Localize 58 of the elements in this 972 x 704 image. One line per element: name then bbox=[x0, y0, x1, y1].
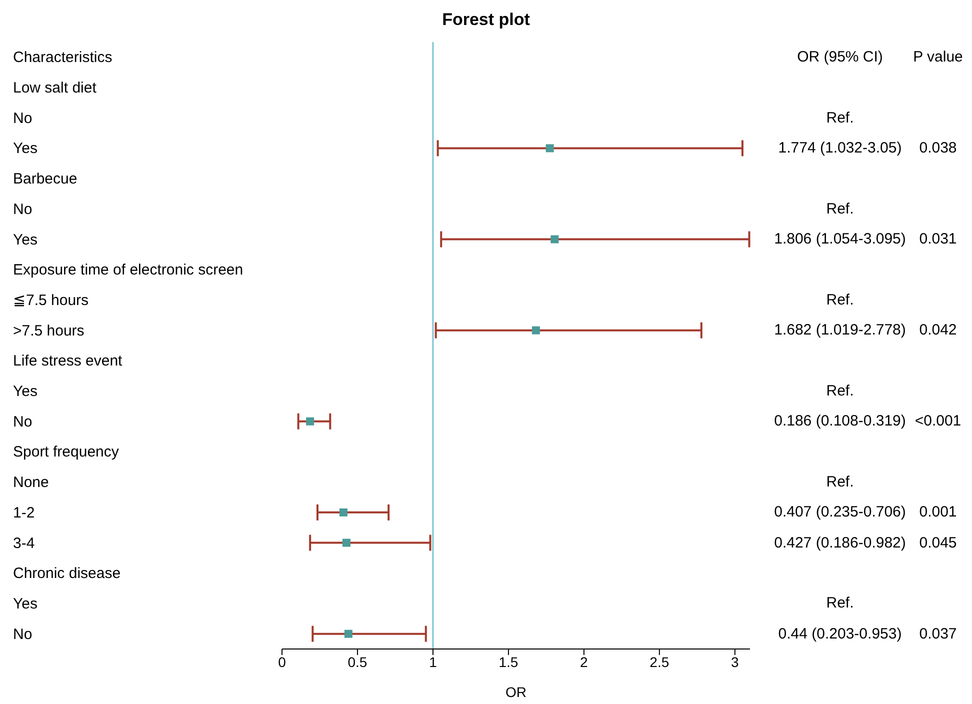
y-tick-label: Barbecue bbox=[13, 170, 78, 188]
data-label: 1.682 (1.019-2.778) bbox=[774, 322, 906, 339]
data-label: 0.186 (0.108-0.319) bbox=[774, 412, 906, 430]
point bbox=[550, 235, 559, 244]
point bbox=[532, 326, 540, 334]
text: 0.031 bbox=[919, 230, 957, 248]
text: Ref. bbox=[826, 200, 854, 218]
y-tick-label: Exposure time of electronic screen bbox=[13, 262, 244, 279]
x-axis-title: OR bbox=[506, 684, 526, 700]
point bbox=[344, 630, 352, 638]
text: <0.001 bbox=[914, 412, 962, 430]
x-tick-label: 2.5 bbox=[650, 654, 670, 670]
x-tick-label: 3 bbox=[731, 654, 740, 670]
y-tick-label: Yes bbox=[13, 140, 38, 158]
text: P value bbox=[913, 48, 963, 66]
y-tick-label: Yes bbox=[13, 595, 38, 612]
point bbox=[306, 417, 314, 426]
y-tick-label: No bbox=[13, 413, 32, 430]
y-tick-label: Yes bbox=[13, 231, 38, 248]
text: 0.038 bbox=[919, 140, 957, 157]
data-label: 0.407 (0.235-0.706) bbox=[774, 504, 906, 521]
text: Ref. bbox=[826, 474, 854, 491]
x-tick-label: 1.5 bbox=[498, 654, 518, 670]
y-tick-label: Characteristics bbox=[13, 49, 112, 66]
text: 0.045 bbox=[919, 534, 957, 552]
y-tick-label: Life stress event bbox=[13, 352, 124, 370]
text: Ref. bbox=[826, 291, 854, 308]
x-tick-label: 0 bbox=[278, 654, 286, 670]
y-tick-label: No bbox=[13, 626, 32, 643]
text: Ref. bbox=[826, 382, 854, 400]
data-label: 0.44 (0.203-0.953) bbox=[778, 625, 902, 642]
data-label: 1.774 (1.032-3.05) bbox=[778, 140, 902, 157]
text: 0.042 bbox=[919, 322, 957, 339]
data-label: 0.427 (0.186-0.982) bbox=[774, 534, 906, 552]
y-tick-label: Yes bbox=[13, 383, 38, 400]
y-tick-label: ≦7.5 hours bbox=[13, 292, 89, 309]
data-label: 1.806 (1.054-3.095) bbox=[774, 230, 906, 248]
text: Ref. bbox=[826, 594, 854, 612]
text: OR (95% CI) bbox=[797, 48, 883, 66]
text: Ref. bbox=[826, 109, 854, 126]
text: 0.037 bbox=[919, 625, 957, 642]
y-tick-label: >7.5 hours bbox=[13, 322, 84, 340]
point bbox=[339, 508, 348, 516]
y-tick-label: No bbox=[13, 200, 32, 218]
y-tick-label: Sport frequency bbox=[13, 444, 120, 461]
x-tick-label: 0.5 bbox=[348, 654, 368, 670]
x-tick-label: 2 bbox=[580, 654, 588, 670]
y-tick-label: 3-4 bbox=[13, 534, 35, 552]
y-tick-label: Chronic disease bbox=[13, 565, 121, 582]
y-tick-label: None bbox=[13, 474, 49, 492]
text: 0.001 bbox=[919, 504, 957, 521]
y-tick-label: 1-2 bbox=[13, 504, 35, 522]
point bbox=[342, 538, 350, 547]
y-tick-label: Low salt diet bbox=[13, 80, 98, 97]
point bbox=[546, 144, 554, 152]
x-tick-label: 1 bbox=[429, 654, 438, 670]
chart-title: Forest plot bbox=[441, 10, 531, 30]
y-tick-label: No bbox=[13, 110, 32, 127]
